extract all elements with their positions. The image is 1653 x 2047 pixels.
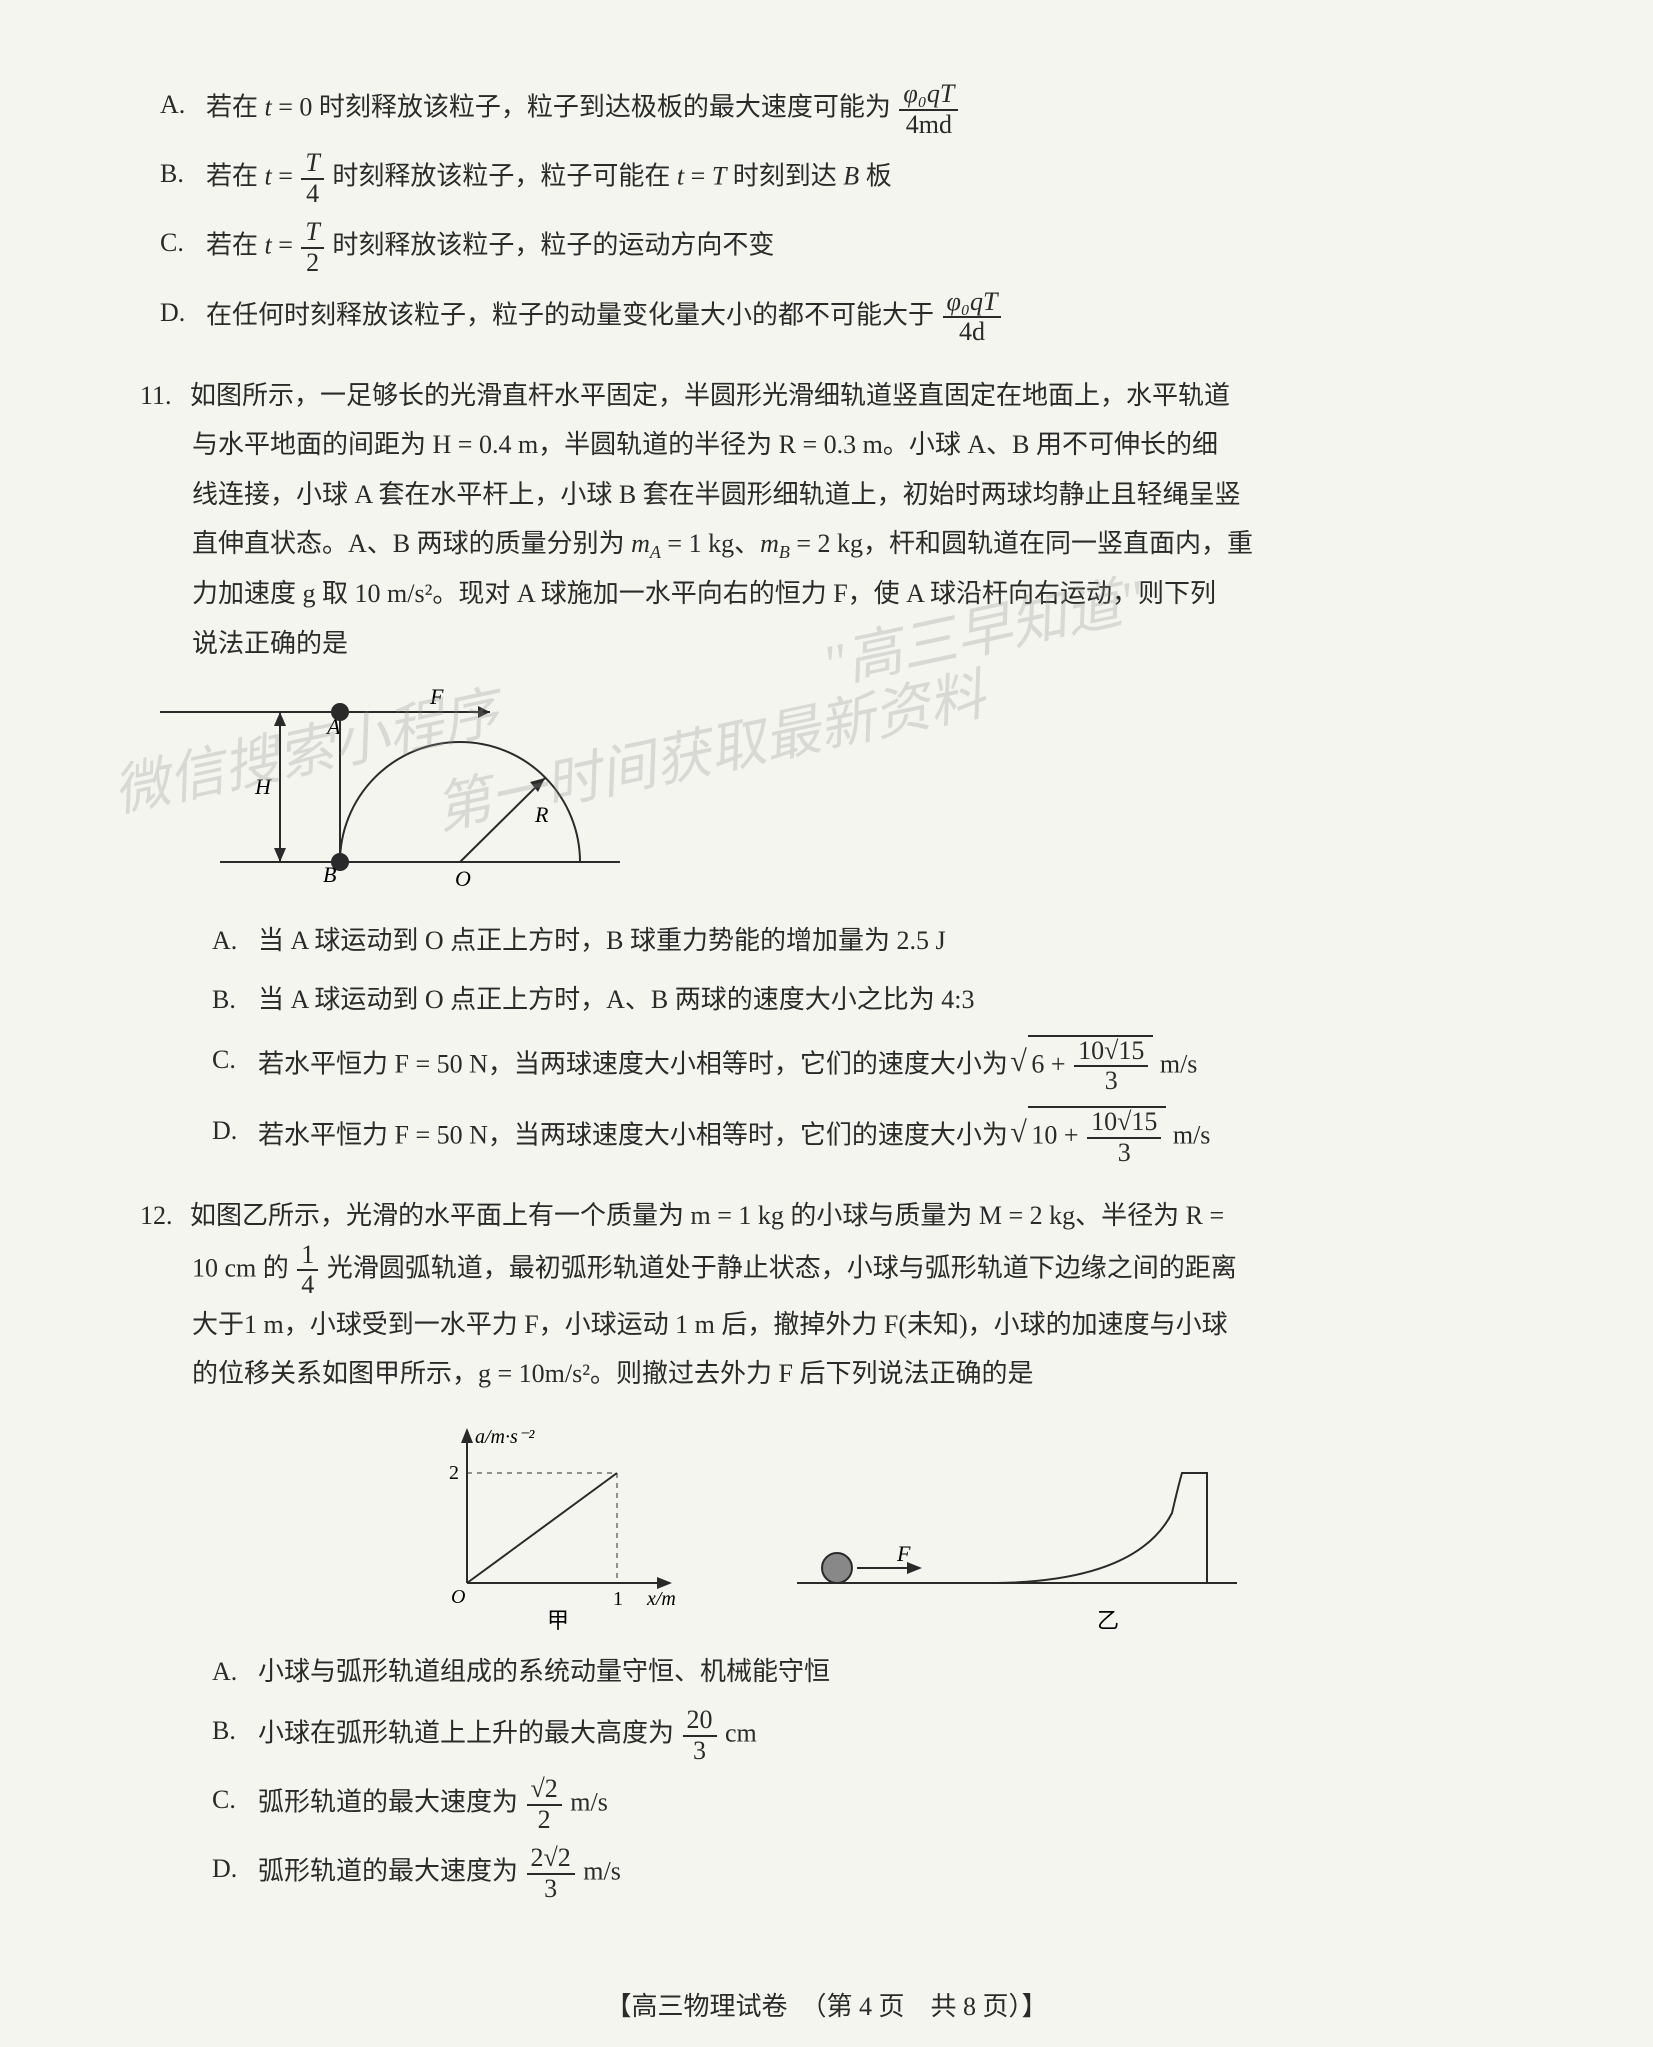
q12-figures: a/m·s⁻² x/m 2 1 O 甲 F 乙 bbox=[140, 1413, 1513, 1633]
opt-letter: C. bbox=[160, 218, 196, 267]
sqrt-expr: 10 + 10√153 bbox=[1014, 1106, 1166, 1167]
q10-option-B: B. 若在 t = T 4 时刻释放该粒子，粒子可能在 t = T 时刻到达 B… bbox=[160, 149, 1513, 208]
q11-diagram: A F B R O H bbox=[140, 682, 640, 902]
q11-option-B: B. 当 A 球运动到 O 点正上方时，A、B 两球的速度大小之比为 4:3 bbox=[160, 975, 1513, 1024]
opt-text: 若在 t = T 2 时刻释放该粒子，粒子的运动方向不变 bbox=[206, 218, 774, 277]
svg-text:2: 2 bbox=[449, 1462, 459, 1484]
page-footer: 【高三物理试卷 （第 4 页 共 8 页）】 bbox=[0, 1982, 1653, 2031]
svg-text:乙: 乙 bbox=[1097, 1608, 1119, 1633]
svg-text:1: 1 bbox=[613, 1588, 623, 1610]
svg-text:B: B bbox=[323, 862, 336, 887]
svg-text:甲: 甲 bbox=[547, 1608, 569, 1633]
svg-text:A: A bbox=[325, 714, 341, 739]
q11-option-D: D. 若水平恒力 F = 50 N，当两球速度大小相等时，它们的速度大小为 10… bbox=[160, 1106, 1513, 1167]
q12-option-C: C. 弧形轨道的最大速度为 √22 m/s bbox=[160, 1775, 1513, 1834]
q12-stem: 12.如图乙所示，光滑的水平面上有一个质量为 m = 1 kg 的小球与质量为 … bbox=[140, 1191, 1513, 1240]
question-12: 12.如图乙所示，光滑的水平面上有一个质量为 m = 1 kg 的小球与质量为 … bbox=[140, 1191, 1513, 1903]
opt-text: 在任何时刻释放该粒子，粒子的动量变化量大小的都不可能大于 φ₀qT 4d bbox=[206, 288, 1003, 347]
question-11: 11.如图所示，一足够长的光滑直杆水平固定，半圆形光滑细轨道竖直固定在地面上，水… bbox=[140, 371, 1513, 1167]
svg-text:H: H bbox=[254, 774, 272, 799]
q10-option-A: A. 若在 t = 0 时刻释放该粒子，粒子到达极板的最大速度可能为 φ₀qT … bbox=[160, 80, 1513, 139]
opt-text: 若在 t = 0 时刻释放该粒子，粒子到达极板的最大速度可能为 φ₀qT 4md bbox=[206, 80, 960, 139]
opt-letter: B. bbox=[160, 149, 196, 198]
fraction: T 2 bbox=[301, 218, 323, 277]
sqrt-expr: 6 + 10√153 bbox=[1014, 1035, 1153, 1096]
opt-letter: A. bbox=[160, 80, 196, 129]
q12-option-A: A. 小球与弧形轨道组成的系统动量守恒、机械能守恒 bbox=[160, 1647, 1513, 1696]
q11-option-C: C. 若水平恒力 F = 50 N，当两球速度大小相等时，它们的速度大小为 6 … bbox=[160, 1035, 1513, 1096]
svg-text:a/m·s⁻²: a/m·s⁻² bbox=[475, 1426, 535, 1448]
opt-letter: D. bbox=[160, 288, 196, 337]
q11-stem: 11.如图所示，一足够长的光滑直杆水平固定，半圆形光滑细轨道竖直固定在地面上，水… bbox=[140, 371, 1513, 420]
fraction: φ₀qT 4d bbox=[943, 288, 1002, 347]
svg-text:O: O bbox=[451, 1586, 465, 1608]
svg-text:F: F bbox=[429, 684, 444, 709]
q10-option-C: C. 若在 t = T 2 时刻释放该粒子，粒子的运动方向不变 bbox=[160, 218, 1513, 277]
fraction: T 4 bbox=[301, 149, 323, 208]
q10-option-D: D. 在任何时刻释放该粒子，粒子的动量变化量大小的都不可能大于 φ₀qT 4d bbox=[160, 288, 1513, 347]
svg-text:x/m: x/m bbox=[646, 1588, 676, 1610]
q12-option-B: B. 小球在弧形轨道上上升的最大高度为 203 cm bbox=[160, 1706, 1513, 1765]
fraction: 1 4 bbox=[297, 1241, 318, 1300]
opt-text: 若在 t = T 4 时刻释放该粒子，粒子可能在 t = T 时刻到达 B 板 bbox=[206, 149, 892, 208]
q11-option-A: A. 当 A 球运动到 O 点正上方时，B 球重力势能的增加量为 2.5 J bbox=[160, 916, 1513, 965]
svg-text:F: F bbox=[896, 1541, 911, 1566]
fraction: φ₀qT 4md bbox=[899, 80, 958, 139]
q12-figure-left: a/m·s⁻² x/m 2 1 O 甲 bbox=[417, 1413, 697, 1633]
q11-figure: A F B R O H bbox=[140, 682, 1513, 902]
svg-text:O: O bbox=[455, 866, 471, 891]
svg-text:R: R bbox=[534, 802, 549, 827]
q12-figure-right: F 乙 bbox=[797, 1453, 1237, 1633]
q12-option-D: D. 弧形轨道的最大速度为 2√23 m/s bbox=[160, 1844, 1513, 1903]
